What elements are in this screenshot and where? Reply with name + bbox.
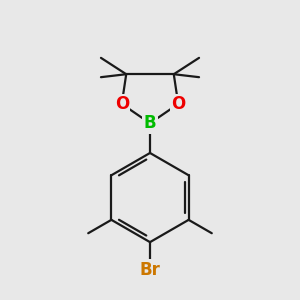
Text: Br: Br (140, 261, 160, 279)
Text: O: O (115, 95, 129, 113)
Text: O: O (171, 95, 185, 113)
Text: B: B (144, 114, 156, 132)
